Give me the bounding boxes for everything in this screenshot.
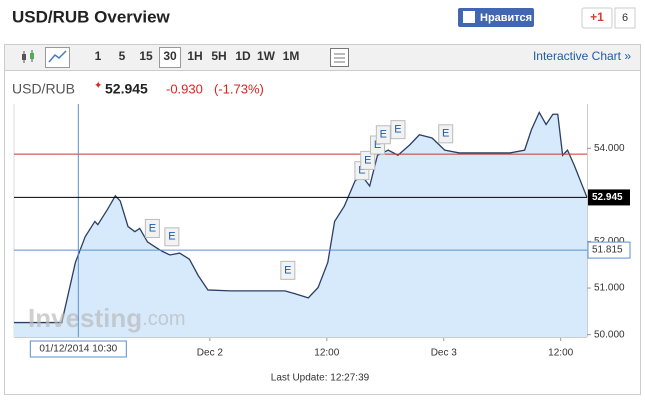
- y-tick-label: 50.000: [594, 329, 625, 340]
- event-label: E: [358, 165, 365, 177]
- price-line: [14, 110, 588, 324]
- x-tick-label: 12:00: [314, 348, 339, 359]
- footer: Last Update: 12:27:39: [271, 373, 370, 384]
- watermark-suffix: .com: [142, 308, 185, 330]
- event-marker[interactable]: [375, 125, 391, 145]
- event-marker[interactable]: [144, 218, 160, 238]
- watermark: Investing.com: [28, 303, 185, 333]
- like-text: Нравится: [480, 12, 532, 24]
- interval-button[interactable]: 1H: [187, 49, 202, 63]
- event-label: E: [374, 139, 381, 151]
- y-tick-label: 54.000: [594, 143, 625, 154]
- gplus-count-box: [614, 7, 636, 29]
- like-button[interactable]: [458, 8, 534, 27]
- crosshair-value: 51.815: [592, 245, 623, 256]
- event-marker[interactable]: [360, 150, 376, 170]
- title: USD/RUB Overview: [12, 7, 171, 26]
- y-tick-label: 51.000: [594, 283, 625, 294]
- crosshair-date: 01/12/2014 10:30: [39, 344, 117, 355]
- event-label: E: [149, 222, 156, 234]
- event-marker[interactable]: [164, 227, 180, 247]
- interval-button[interactable]: 5H: [211, 49, 226, 63]
- crosshair-date-box: [29, 340, 127, 358]
- interval-button[interactable]: 1M: [283, 49, 300, 63]
- change: -0.930: [166, 81, 203, 96]
- x-tick-label: Dec 2: [197, 348, 224, 359]
- event-label: E: [380, 129, 387, 141]
- fb-icon: [463, 11, 475, 23]
- crosshair-value-box: [587, 241, 631, 259]
- change-pct: (-1.73%): [214, 81, 264, 96]
- gplus-text: +1: [590, 10, 604, 24]
- event-label: E: [394, 124, 401, 136]
- interval-button[interactable]: 30: [163, 49, 177, 63]
- gplus-button[interactable]: [581, 7, 613, 29]
- symbol: USD/RUB: [12, 81, 75, 97]
- arrow: ✦: [94, 81, 102, 92]
- event-label: E: [364, 154, 371, 166]
- selected-button[interactable]: [159, 47, 181, 68]
- interval-button[interactable]: 1W: [257, 49, 276, 63]
- last-value-box: [588, 189, 630, 206]
- x-tick-label: 12:00: [548, 348, 573, 359]
- interactive-link[interactable]: Interactive Chart »: [533, 49, 631, 63]
- gplus-count: 6: [622, 12, 628, 24]
- event-label: E: [284, 264, 291, 276]
- event-marker[interactable]: [280, 260, 296, 280]
- last-value: 52.945: [592, 192, 623, 203]
- price: 52.945: [105, 81, 148, 97]
- interval-button[interactable]: 15: [139, 49, 153, 63]
- event-label: E: [442, 128, 449, 140]
- event-marker[interactable]: [390, 120, 406, 140]
- candle-icon[interactable]: [22, 50, 34, 63]
- interval-button[interactable]: 1: [95, 49, 102, 63]
- toolbar: [5, 45, 640, 70]
- event-marker[interactable]: [438, 124, 454, 144]
- area-fill: [14, 112, 587, 337]
- event-label: E: [168, 231, 175, 243]
- interval-button[interactable]: 1D: [235, 49, 251, 63]
- line-icon-glyph: [48, 50, 67, 63]
- interval-button[interactable]: 5: [119, 49, 126, 63]
- x-tick-label: Dec 3: [431, 348, 458, 359]
